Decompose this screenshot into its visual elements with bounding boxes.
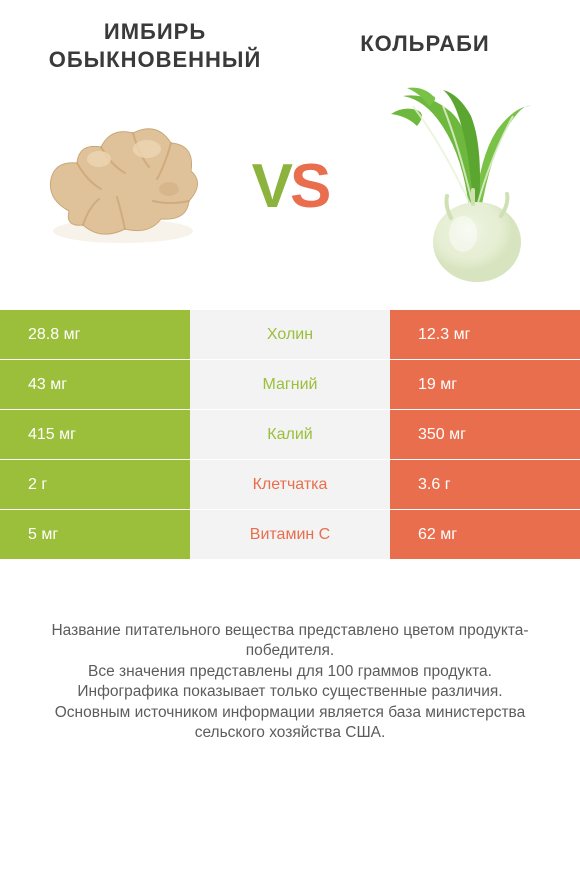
footer-line: Все значения представлены для 100 граммо… — [28, 662, 552, 682]
nutrient-label: Клетчатка — [190, 460, 390, 509]
left-value: 43 мг — [0, 360, 190, 409]
vs-label: VS — [235, 151, 345, 222]
right-value: 12.3 мг — [390, 310, 580, 359]
table-row: 28.8 мгХолин12.3 мг — [0, 309, 580, 359]
left-value: 415 мг — [0, 410, 190, 459]
footer-line: Инфографика показывает только существенн… — [28, 682, 552, 702]
images-row: VS — [0, 81, 580, 309]
left-value: 5 мг — [0, 510, 190, 559]
table-row: 43 мгМагний19 мг — [0, 359, 580, 409]
header-left: Имбирь обыкновенный — [20, 18, 290, 73]
left-title: Имбирь обыкновенный — [20, 18, 290, 73]
right-value: 350 мг — [390, 410, 580, 459]
nutrient-label: Магний — [190, 360, 390, 409]
kohlrabi-icon — [373, 86, 543, 286]
left-image — [20, 81, 225, 291]
ginger-icon — [29, 101, 217, 271]
table-row: 415 мгКалий350 мг — [0, 409, 580, 459]
footer-line: Название питательного вещества представл… — [28, 621, 552, 662]
right-value: 62 мг — [390, 510, 580, 559]
right-value: 3.6 г — [390, 460, 580, 509]
nutrient-label: Витамин C — [190, 510, 390, 559]
table-row: 5 мгВитамин C62 мг — [0, 509, 580, 559]
table-row: 2 гКлетчатка3.6 г — [0, 459, 580, 509]
vs-s: S — [290, 152, 328, 221]
right-image — [355, 81, 560, 291]
right-title: Кольраби — [290, 18, 560, 58]
comparison-table: 28.8 мгХолин12.3 мг43 мгМагний19 мг415 м… — [0, 309, 580, 559]
header: Имбирь обыкновенный Кольраби — [0, 0, 580, 81]
header-right: Кольраби — [290, 18, 560, 73]
left-value: 2 г — [0, 460, 190, 509]
vs-v: V — [252, 152, 290, 221]
right-value: 19 мг — [390, 360, 580, 409]
nutrient-label: Калий — [190, 410, 390, 459]
left-value: 28.8 мг — [0, 310, 190, 359]
footer: Название питательного вещества представл… — [0, 559, 580, 744]
footer-line: Основным источником информации является … — [28, 703, 552, 744]
nutrient-label: Холин — [190, 310, 390, 359]
